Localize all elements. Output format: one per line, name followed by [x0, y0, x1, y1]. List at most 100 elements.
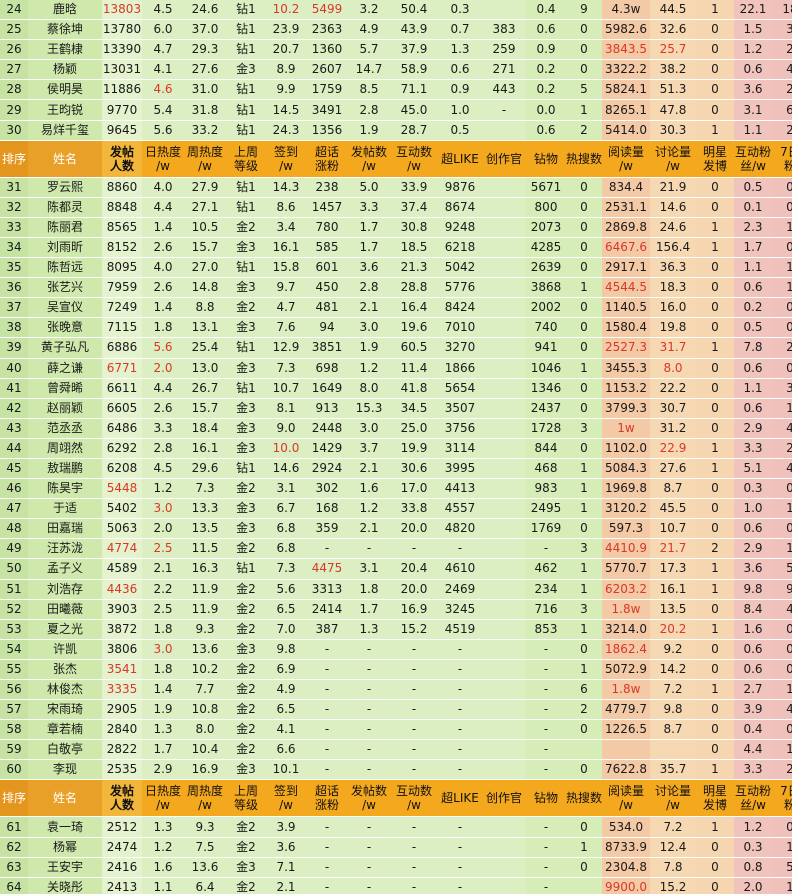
- name-cell: 陈昊宇: [28, 478, 102, 500]
- column-header[interactable]: 签到 /w: [266, 140, 306, 178]
- data-cell: 238: [306, 177, 348, 198]
- data-cell: 5824.1: [602, 79, 650, 101]
- data-cell: 3.6: [348, 257, 390, 279]
- column-header[interactable]: 周热度 /w: [184, 140, 226, 178]
- data-cell: 1.9: [348, 337, 390, 359]
- column-header[interactable]: 互动数 /w: [390, 779, 438, 818]
- column-header[interactable]: 超话 涨粉: [306, 140, 348, 178]
- column-header[interactable]: 姓名: [28, 140, 102, 178]
- data-cell: 0: [566, 337, 602, 359]
- data-cell: 13.6: [184, 857, 226, 878]
- column-header[interactable]: 发帖 人数: [102, 140, 142, 178]
- data-cell: 2.0: [142, 518, 184, 540]
- data-cell: 31.2: [650, 418, 696, 439]
- column-header[interactable]: 钻物: [526, 140, 566, 178]
- data-cell: 0: [772, 619, 792, 640]
- data-cell: 18.4: [184, 418, 226, 439]
- column-header[interactable]: 互动粉 丝/w: [734, 140, 772, 178]
- data-cell: 钻1: [226, 99, 266, 121]
- data-cell: 780: [306, 217, 348, 238]
- data-cell: 6.5: [266, 699, 306, 721]
- data-cell: 1: [696, 816, 734, 838]
- column-header[interactable]: 热搜数: [566, 140, 602, 178]
- column-header[interactable]: 周热度 /w: [184, 779, 226, 818]
- data-cell: 2: [772, 337, 792, 359]
- column-header[interactable]: 明星 发博: [696, 779, 734, 818]
- column-header[interactable]: 7日 粉: [772, 140, 792, 178]
- data-cell: 1: [696, 579, 734, 600]
- data-cell: -: [526, 877, 566, 894]
- data-cell: 3.9: [266, 816, 306, 838]
- column-header[interactable]: 超LIKE: [438, 779, 482, 818]
- column-header[interactable]: 姓名: [28, 779, 102, 818]
- data-cell: 30.6: [390, 458, 438, 480]
- data-cell: 1153.2: [602, 378, 650, 399]
- column-header[interactable]: 创作官: [482, 779, 526, 818]
- data-cell: 3799.3: [602, 398, 650, 419]
- column-header[interactable]: 发帖数 /w: [348, 779, 390, 818]
- data-cell: 14.8: [184, 277, 226, 299]
- data-cell: [482, 816, 526, 838]
- column-header[interactable]: 上周 等级: [226, 140, 266, 178]
- data-cell: -: [348, 877, 390, 894]
- data-cell: 1: [566, 579, 602, 600]
- data-cell: 14.6: [266, 458, 306, 480]
- column-header[interactable]: 发帖 人数: [102, 779, 142, 818]
- data-cell: 2414: [306, 599, 348, 620]
- data-cell: 15.8: [266, 257, 306, 279]
- header-row: 排序 姓名 发帖 人数 日热度 /w 周热度 /w 上周 等级 签到 /w 超话 涨粉 发帖数 …: [0, 779, 792, 818]
- data-cell: 51.3: [650, 79, 696, 101]
- data-cell: 10.2: [184, 659, 226, 681]
- data-cell: 1: [772, 257, 792, 279]
- column-header[interactable]: 阅读量 /w: [602, 140, 650, 178]
- column-header[interactable]: 钻物: [526, 779, 566, 818]
- data-cell: -: [438, 699, 482, 721]
- data-cell: 1: [772, 498, 792, 520]
- data-cell: 1.2: [348, 358, 390, 379]
- column-header[interactable]: 7日 粉: [772, 779, 792, 818]
- data-cell: 11.9: [184, 579, 226, 600]
- data-cell: 0: [772, 317, 792, 339]
- column-header[interactable]: 互动数 /w: [390, 140, 438, 178]
- column-header[interactable]: 热搜数: [566, 779, 602, 818]
- column-header[interactable]: 创作官: [482, 140, 526, 178]
- data-cell: 11.5: [184, 538, 226, 560]
- data-cell: 5654: [438, 378, 482, 399]
- data-cell: -: [390, 877, 438, 894]
- column-header[interactable]: 排序: [0, 140, 28, 178]
- column-header[interactable]: 超话 涨粉: [306, 779, 348, 818]
- data-cell: 22.2: [650, 378, 696, 399]
- column-header[interactable]: 互动粉 丝/w: [734, 779, 772, 818]
- column-header[interactable]: 日热度 /w: [142, 779, 184, 818]
- column-header[interactable]: 上周 等级: [226, 779, 266, 818]
- data-cell: 1.7: [734, 237, 772, 259]
- data-cell: -: [306, 679, 348, 701]
- data-cell: -: [438, 639, 482, 660]
- data-cell: 金2: [226, 699, 266, 721]
- data-cell: 28.8: [390, 277, 438, 299]
- data-cell: 5.6: [142, 337, 184, 359]
- data-cell: [482, 518, 526, 540]
- data-cell: 2.8: [142, 438, 184, 459]
- column-header[interactable]: 讨论量 /w: [650, 140, 696, 178]
- column-header[interactable]: 排序: [0, 779, 28, 818]
- rank-cell: 53: [0, 619, 28, 640]
- name-cell: 张艺兴: [28, 277, 102, 299]
- column-header[interactable]: 日热度 /w: [142, 140, 184, 178]
- data-cell: 2.0: [142, 358, 184, 379]
- column-header[interactable]: 明星 发博: [696, 140, 734, 178]
- column-header[interactable]: 发帖数 /w: [348, 140, 390, 178]
- column-header[interactable]: 超LIKE: [438, 140, 482, 178]
- data-cell: -: [348, 639, 390, 660]
- name-cell: 张杰: [28, 659, 102, 681]
- column-header[interactable]: 讨论量 /w: [650, 779, 696, 818]
- data-cell: -: [526, 538, 566, 560]
- column-header[interactable]: 签到 /w: [266, 779, 306, 818]
- data-cell: 7010: [438, 317, 482, 339]
- data-cell: 金3: [226, 237, 266, 259]
- data-cell: 金3: [226, 398, 266, 419]
- data-cell: 6.6: [266, 739, 306, 761]
- column-header[interactable]: 阅读量 /w: [602, 779, 650, 818]
